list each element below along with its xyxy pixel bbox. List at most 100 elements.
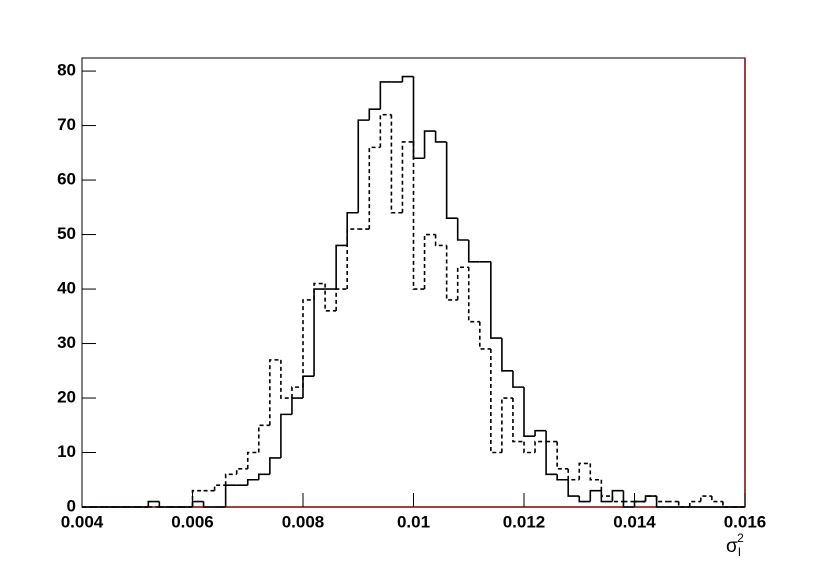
histogram-step: [346, 211, 359, 246]
histogram-step: [269, 457, 281, 475]
y-tick-label: 60: [57, 170, 76, 189]
histogram-step: [346, 228, 359, 290]
histogram-step: [412, 141, 425, 290]
histogram-step: [280, 413, 292, 458]
histogram-step: [368, 108, 381, 121]
histogram-step: [379, 113, 392, 148]
histogram-step: [390, 114, 403, 214]
x-label-sub: I: [738, 545, 741, 559]
histogram-step: [611, 496, 624, 503]
histogram-step: [213, 484, 226, 491]
histogram-step: [655, 496, 668, 503]
histogram-step: [401, 141, 414, 213]
histogram-step: [191, 500, 204, 507]
histogram-step: [202, 501, 215, 508]
histogram-step: [567, 468, 580, 481]
histogram-step: [534, 440, 547, 453]
histogram-step: [556, 474, 569, 481]
histogram-step: [313, 288, 326, 377]
histogram-step: [302, 375, 315, 399]
histogram-step: [534, 429, 547, 437]
histogram-step: [379, 81, 392, 110]
histogram-step: [567, 479, 580, 497]
histogram-step: [600, 479, 613, 497]
histogram-step: [589, 489, 602, 502]
histogram-step: [335, 244, 348, 290]
y-tick-label: 10: [57, 442, 76, 461]
x-tick-label: 0.006: [171, 512, 214, 531]
histogram-step: [722, 501, 734, 508]
histogram-step: [302, 299, 315, 388]
x-tick-label: 0.004: [61, 512, 104, 531]
histogram-step: [324, 283, 337, 312]
histogram-step: [490, 348, 502, 454]
histogram-step: [545, 430, 558, 476]
histogram-step: [622, 490, 635, 508]
histogram-step: [700, 495, 712, 502]
y-tick-label: 0: [67, 496, 76, 515]
histogram-step: [523, 387, 536, 437]
histogram-step: [644, 495, 657, 502]
histogram-step: [280, 359, 292, 399]
y-tick-label: 40: [57, 279, 76, 298]
histogram-step: [291, 386, 303, 399]
histogram-step: [147, 500, 160, 507]
histogram-step: [501, 338, 513, 372]
histogram-step: [445, 141, 458, 220]
histogram-step: [434, 131, 447, 143]
histogram-step: [246, 478, 259, 486]
histogram-step: [235, 468, 248, 475]
histogram-step: [633, 500, 646, 507]
x-label-sup: 2: [737, 531, 744, 545]
histogram-step: [313, 282, 326, 300]
x-tick-label: 0.014: [613, 512, 656, 531]
y-tick-label: 20: [57, 388, 76, 407]
histogram-step: [456, 218, 469, 241]
histogram-step: [434, 234, 447, 247]
x-axis-label: σI2: [726, 531, 744, 559]
histogram-step: [589, 463, 602, 481]
histogram-step: [467, 267, 480, 323]
histogram-step: [677, 501, 690, 508]
y-tick-label: 80: [57, 61, 76, 80]
histogram-step: [501, 397, 513, 453]
histogram-step: [335, 288, 348, 311]
histogram-step: [688, 500, 701, 507]
x-tick-label: 0.012: [503, 512, 546, 531]
histogram-step: [578, 496, 591, 503]
histogram-step: [357, 119, 370, 213]
histogram-step: [423, 233, 436, 290]
x-label-base: σ: [726, 536, 738, 557]
histogram-step: [258, 424, 270, 453]
histogram-step: [611, 489, 624, 502]
histogram-step: [456, 266, 469, 300]
y-tick-label: 50: [57, 224, 76, 243]
y-tick-label: 30: [57, 333, 76, 352]
y-tick-label: 70: [57, 115, 76, 134]
histogram-step: [467, 239, 480, 263]
x-tick-label: 0.008: [282, 512, 325, 531]
histogram-step: [224, 473, 237, 486]
histogram-step: [490, 261, 502, 339]
histogram-step: [479, 321, 491, 350]
histogram-step: [158, 501, 171, 508]
histogram-step: [412, 76, 425, 160]
histogram-step: [258, 473, 270, 480]
histogram-step: [291, 397, 303, 415]
histogram-step: [512, 370, 524, 388]
histogram-step: [556, 441, 569, 470]
histogram-step: [246, 451, 259, 469]
histogram-step: [224, 484, 237, 507]
histogram-step: [445, 245, 458, 301]
x-tick-label: 0.016: [724, 512, 767, 531]
histogram-step: [191, 489, 204, 507]
histogram-step: [512, 398, 524, 443]
histogram-step: [368, 146, 381, 230]
histogram-step: [711, 496, 723, 503]
histogram-step: [644, 495, 657, 502]
histogram-step: [523, 441, 536, 454]
histogram-step: [578, 462, 591, 480]
histogram-step: [401, 75, 414, 82]
histogram-step: [269, 359, 281, 426]
